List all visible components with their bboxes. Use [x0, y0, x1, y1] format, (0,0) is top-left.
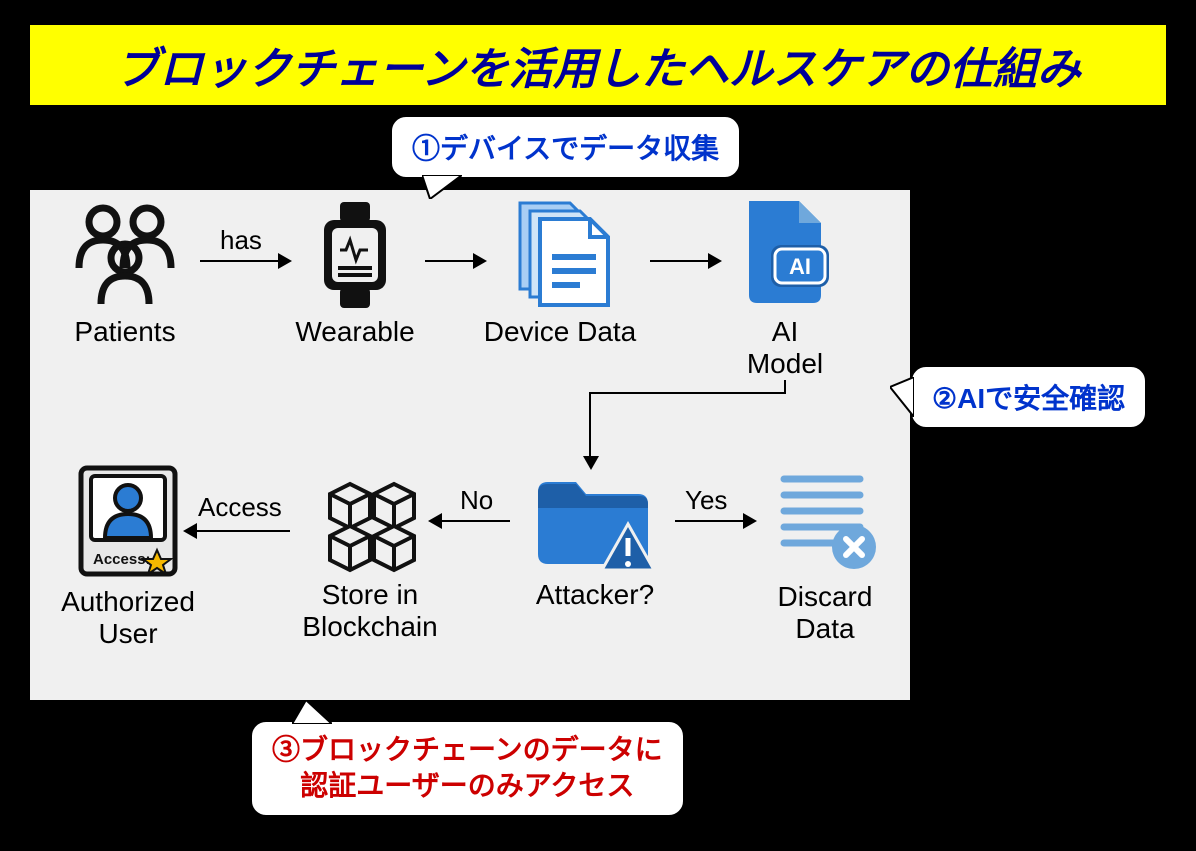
- node-blockchain: Store in Blockchain: [285, 468, 455, 643]
- authorized-label-2: User: [48, 618, 208, 650]
- blockchain-label-2: Blockchain: [285, 611, 455, 643]
- node-device-data: Device Data: [470, 195, 650, 348]
- folder-warning-icon: [510, 468, 680, 573]
- blockchain-label-1: Store in: [285, 579, 455, 611]
- callout-3-line2: 認証ユーザーのみアクセス: [272, 768, 663, 804]
- node-patients: Patients: [50, 200, 200, 348]
- discard-label-1: Discard: [750, 581, 900, 613]
- ai-model-label-2: Model: [715, 348, 855, 380]
- arrow-ai-attacker-h: [590, 392, 786, 394]
- callout-step-1: ①デバイスでデータ収集: [390, 115, 741, 179]
- authorized-label-1: Authorized: [48, 586, 208, 618]
- edge-no-label: No: [460, 485, 493, 516]
- edge-yes-label: Yes: [685, 485, 727, 516]
- arrow-data-ai: [650, 260, 710, 262]
- wearable-label: Wearable: [280, 316, 430, 348]
- arrow-wearable-data: [425, 260, 475, 262]
- smartwatch-icon: [280, 200, 430, 310]
- patients-icon: [50, 200, 200, 310]
- attacker-label: Attacker?: [510, 579, 680, 611]
- edge-access-label: Access: [198, 492, 282, 523]
- blockchain-icon: [285, 468, 455, 573]
- svg-text:Access:: Access:: [93, 551, 151, 568]
- callout-3-line1: ③ブロックチェーンのデータに: [272, 732, 663, 768]
- patients-label: Patients: [50, 316, 200, 348]
- node-ai-model: AI AI Model: [715, 195, 855, 380]
- callout-tail-icon: [292, 700, 332, 724]
- arrow-yes: [675, 520, 745, 522]
- ai-file-icon: AI: [715, 195, 855, 310]
- device-data-label: Device Data: [470, 316, 650, 348]
- authorized-user-icon: Access:: [48, 462, 208, 580]
- ai-model-label-1: AI: [715, 316, 855, 348]
- discard-label-2: Data: [750, 613, 900, 645]
- diagram-container: Patients has Wearable: [30, 190, 910, 700]
- discard-icon: [750, 465, 900, 575]
- documents-icon: [470, 195, 650, 310]
- svg-text:AI: AI: [789, 254, 811, 279]
- callout-step-3: ③ブロックチェーンのデータに 認証ユーザーのみアクセス: [250, 720, 685, 817]
- node-authorized-user: Access: Authorized User: [48, 462, 208, 650]
- callout-1-text: ①デバイスでデータ収集: [412, 133, 719, 164]
- callout-step-2: ②AIで安全確認: [910, 365, 1147, 429]
- edge-has-label: has: [220, 225, 262, 256]
- callout-tail-icon: [422, 175, 462, 199]
- callout-tail-icon: [890, 377, 914, 417]
- arrow-ai-attacker-v: [589, 392, 591, 458]
- arrow-access: [195, 530, 290, 532]
- node-attacker: Attacker?: [510, 468, 680, 611]
- callout-2-text: ②AIで安全確認: [932, 383, 1125, 414]
- node-discard: Discard Data: [750, 465, 900, 645]
- node-wearable: Wearable: [280, 200, 430, 348]
- arrow-has: [200, 260, 280, 262]
- title-banner: ブロックチェーンを活用したヘルスケアの仕組み: [30, 25, 1166, 105]
- arrow-ai-attacker-stub: [784, 380, 786, 394]
